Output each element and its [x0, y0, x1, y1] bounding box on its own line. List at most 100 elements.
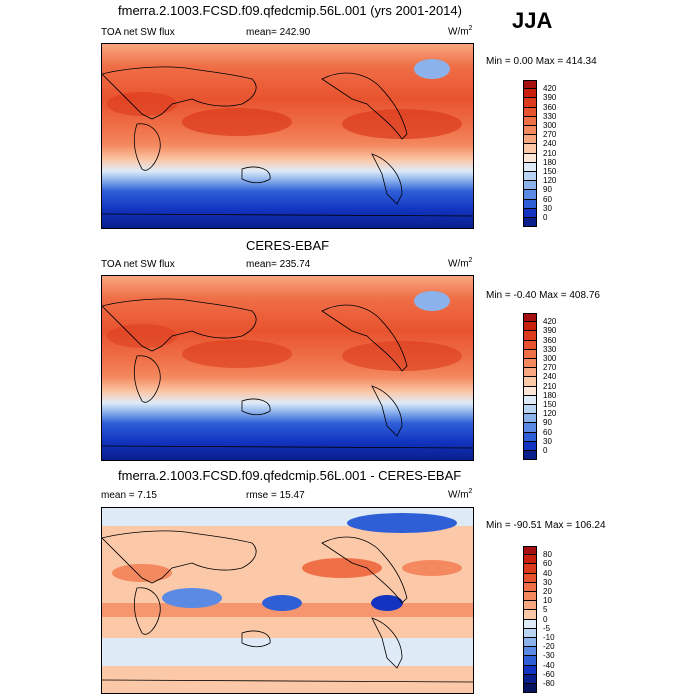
colorbar-tick-label: 90	[543, 418, 552, 428]
panel2-units-label: W/m2	[448, 257, 473, 270]
colorbar-tick-label: 30	[543, 203, 552, 213]
colorbar-tick-label: 180	[543, 390, 557, 400]
colorbar-tick-label: 20	[543, 587, 552, 596]
colorbar-swatch	[523, 107, 537, 117]
colorbar-tick-label: 0	[543, 213, 548, 222]
colorbar-tick-label: 30	[543, 577, 552, 587]
colorbar-swatch	[523, 377, 537, 387]
colorbar-tick-label: 120	[543, 409, 557, 419]
colorbar-tick-label: 240	[543, 139, 557, 149]
colorbar-swatch	[523, 656, 537, 666]
colorbar-swatch	[523, 162, 537, 172]
colorbar-swatch	[523, 80, 537, 90]
panel1-mean-label: mean= 242.90	[246, 27, 311, 38]
panel2-title: CERES-EBAF	[246, 238, 330, 253]
panel3-title: fmerra.2.1003.FCSD.f09.qfedcmip.56L.001 …	[118, 468, 462, 483]
colorbar-tick-label: 0	[543, 446, 548, 455]
colorbar-tick-label: -60	[543, 669, 555, 679]
colorbar-tick-label: -10	[543, 633, 555, 642]
colorbar-swatch	[523, 135, 537, 145]
colorbar-tick-label: 0	[543, 614, 548, 624]
colorbar-tick-label: 150	[543, 167, 557, 176]
colorbar-tick-label: 80	[543, 550, 552, 560]
colorbar-tick-label: -40	[543, 660, 555, 670]
colorbar-swatch	[523, 89, 537, 99]
colorbar-tick-label: 360	[543, 335, 557, 345]
colorbar-swatch	[523, 573, 537, 583]
colorbar-swatch	[523, 340, 537, 350]
colorbar-tick-label: 210	[543, 148, 557, 158]
colorbar-tick-label: 10	[543, 596, 552, 606]
colorbar-swatch	[523, 423, 537, 433]
season-label: JJA	[512, 8, 553, 33]
colorbar-tick-label: 270	[543, 130, 557, 140]
colorbar-swatch	[523, 116, 537, 126]
colorbar-tick-label: 240	[543, 372, 557, 382]
colorbar-swatch	[523, 386, 537, 396]
colorbar-tick-label: 210	[543, 381, 557, 391]
panel2-mean-label: mean= 235.74	[246, 259, 311, 270]
panel3-rmse-label: rmse = 15.47	[246, 490, 305, 501]
panel3-units-label: W/m2	[448, 488, 473, 501]
colorbar-swatch	[523, 684, 537, 694]
colorbar-swatch	[523, 546, 537, 556]
colorbar-swatch	[523, 126, 537, 136]
colorbar-swatch	[523, 218, 537, 228]
colorbar-tick-label: -5	[543, 623, 551, 633]
colorbar-swatch	[523, 601, 537, 611]
colorbar-swatch	[523, 359, 537, 369]
colorbar-tick-label: 420	[543, 84, 557, 94]
colorbar-swatch	[523, 172, 537, 182]
panel1-minmax: Min = 0.00 Max = 414.34	[486, 56, 597, 67]
colorbar-tick-label: -30	[543, 651, 555, 661]
panel1-units-label: W/m2	[448, 25, 473, 38]
colorbar-swatch	[523, 331, 537, 341]
colorbar-swatch	[523, 98, 537, 108]
colorbar-tick-label: 180	[543, 157, 557, 167]
colorbar-tick-label: 270	[543, 363, 557, 373]
colorbar-swatch	[523, 349, 537, 359]
colorbar-tick-label: 390	[543, 326, 557, 336]
colorbar-swatch	[523, 190, 537, 200]
colorbar-tick-label: -20	[543, 642, 555, 652]
colorbar-tick-label: 300	[543, 354, 557, 363]
colorbar-swatch	[523, 647, 537, 657]
colorbar-swatch	[523, 313, 537, 323]
panel3-mean-label: mean = 7.15	[101, 490, 157, 501]
colorbar-swatch	[523, 144, 537, 154]
colorbar-tick-label: 330	[543, 344, 557, 354]
colorbar-tick-label: 420	[543, 317, 557, 327]
colorbar-swatch	[523, 628, 537, 638]
colorbar-tick-label: 330	[543, 111, 557, 121]
panel1-title: fmerra.2.1003.FCSD.f09.qfedcmip.56L.001 …	[118, 3, 462, 18]
colorbar-swatch	[523, 208, 537, 218]
panel1-variable-label: TOA net SW flux	[101, 27, 175, 38]
colorbar-tick-label: 90	[543, 185, 552, 195]
panel3-minmax: Min = -90.51 Max = 106.24	[486, 520, 606, 531]
colorbar-tick-label: 5	[543, 605, 548, 615]
panel3-map	[101, 507, 474, 694]
colorbar-swatch	[523, 610, 537, 620]
colorbar-tick-label: 30	[543, 436, 552, 446]
colorbar-swatch	[523, 181, 537, 191]
colorbar-swatch	[523, 592, 537, 602]
colorbar-tick-label: 390	[543, 93, 557, 103]
colorbar-swatch	[523, 555, 537, 565]
colorbar-tick-label: -80	[543, 679, 555, 688]
panel2-map	[101, 275, 474, 461]
panel1-map	[101, 43, 474, 229]
colorbar-swatch	[523, 674, 537, 684]
colorbar-swatch	[523, 451, 537, 461]
colorbar-swatch	[523, 153, 537, 163]
colorbar-swatch	[523, 395, 537, 405]
colorbar-swatch	[523, 432, 537, 442]
colorbar-swatch	[523, 638, 537, 648]
colorbar-tick-label: 60	[543, 559, 552, 569]
colorbar-swatch	[523, 441, 537, 451]
colorbar-swatch	[523, 619, 537, 629]
colorbar-tick-label: 60	[543, 194, 552, 204]
colorbar-swatch	[523, 405, 537, 415]
colorbar-tick-label: 300	[543, 121, 557, 130]
panel2-variable-label: TOA net SW flux	[101, 259, 175, 270]
colorbar-tick-label: 40	[543, 568, 552, 578]
